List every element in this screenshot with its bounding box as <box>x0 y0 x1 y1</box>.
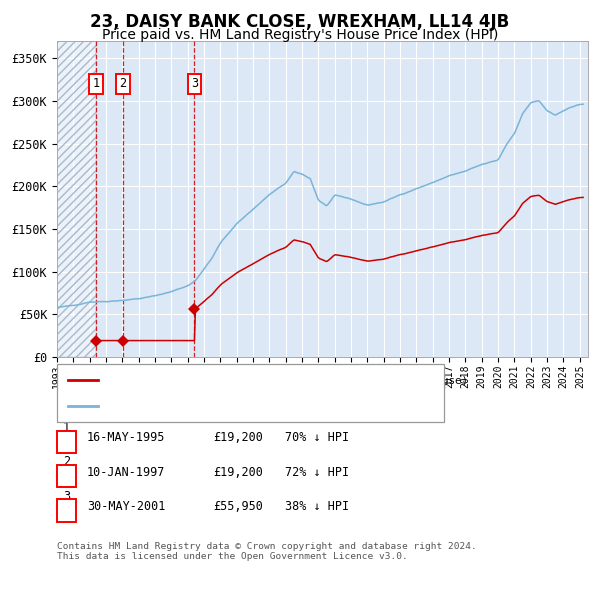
Bar <box>57 41 96 357</box>
Text: 10-JAN-1997: 10-JAN-1997 <box>87 466 166 478</box>
Bar <box>57 41 96 357</box>
Text: 16-MAY-1995: 16-MAY-1995 <box>87 431 166 444</box>
Text: 23, DAISY BANK CLOSE, WREXHAM, LL14 4JB: 23, DAISY BANK CLOSE, WREXHAM, LL14 4JB <box>91 13 509 31</box>
Text: £55,950: £55,950 <box>213 500 263 513</box>
Text: 38% ↓ HPI: 38% ↓ HPI <box>285 500 349 513</box>
Text: 30-MAY-2001: 30-MAY-2001 <box>87 500 166 513</box>
Text: 1: 1 <box>63 421 70 434</box>
Text: 23, DAISY BANK CLOSE, WREXHAM, LL14 4JB (detached house): 23, DAISY BANK CLOSE, WREXHAM, LL14 4JB … <box>104 375 468 385</box>
Text: 70% ↓ HPI: 70% ↓ HPI <box>285 431 349 444</box>
Text: Contains HM Land Registry data © Crown copyright and database right 2024.
This d: Contains HM Land Registry data © Crown c… <box>57 542 477 561</box>
Text: £19,200: £19,200 <box>213 466 263 478</box>
Text: 72% ↓ HPI: 72% ↓ HPI <box>285 466 349 478</box>
Text: Price paid vs. HM Land Registry's House Price Index (HPI): Price paid vs. HM Land Registry's House … <box>102 28 498 42</box>
Text: 3: 3 <box>191 77 198 90</box>
Text: 2: 2 <box>63 455 70 468</box>
Text: £19,200: £19,200 <box>213 431 263 444</box>
Text: HPI: Average price, detached house, Wrexham: HPI: Average price, detached house, Wrex… <box>104 401 383 411</box>
Text: 2: 2 <box>119 77 127 90</box>
Text: 3: 3 <box>63 490 70 503</box>
Text: 1: 1 <box>92 77 99 90</box>
